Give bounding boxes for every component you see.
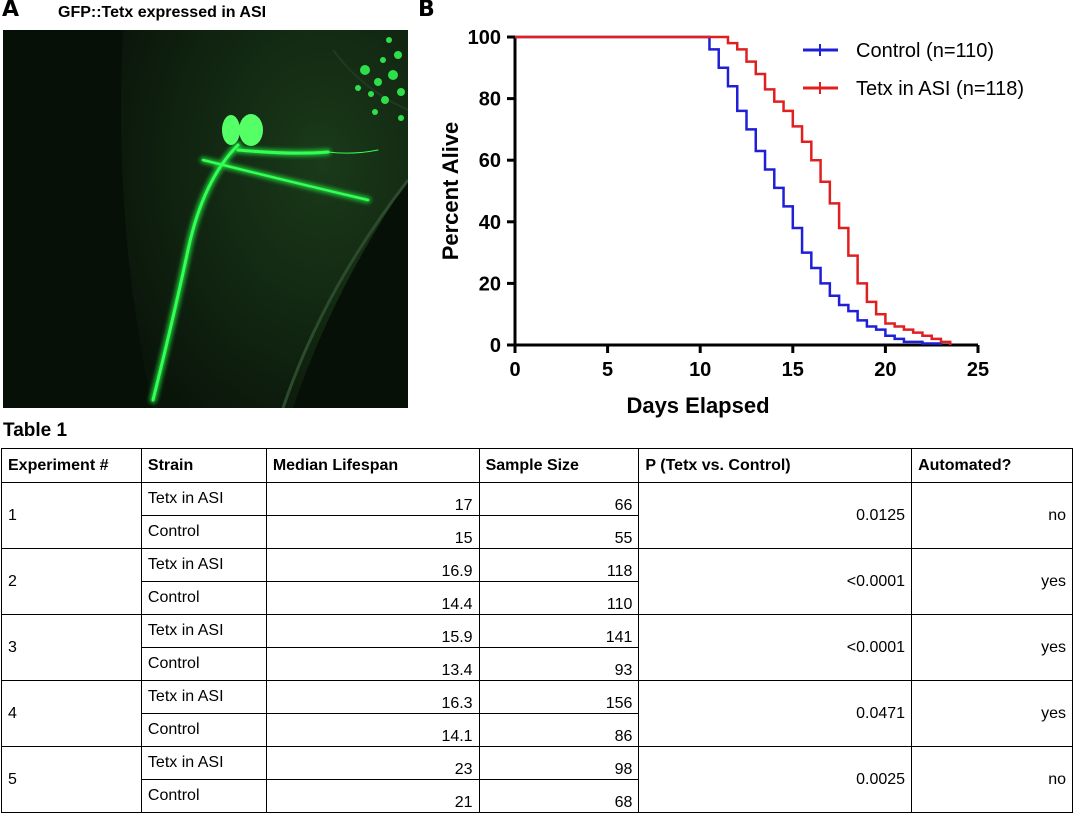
survival-line-tetx — [515, 35, 952, 345]
cell-sample-size: 86 — [478, 713, 640, 747]
header-automated: Automated? — [911, 448, 1073, 483]
header-median-lifespan: Median Lifespan — [265, 448, 480, 483]
cell-median-lifespan: 14.4 — [265, 581, 480, 615]
asi-neuron-processes — [151, 143, 379, 402]
cell-automated: yes — [911, 548, 1073, 615]
legend-label-tetx: Tetx in ASI (n=118) — [856, 78, 1024, 100]
chart-axes: 0 5 10 15 20 25 0 20 40 60 80 100 — [468, 27, 990, 381]
cell-experiment-id: 3 — [1, 614, 142, 681]
cell-strain: Control — [140, 713, 267, 747]
cell-p-value: <0.0001 — [638, 614, 913, 681]
cell-experiment-id: 1 — [1, 482, 142, 549]
cell-strain: Control — [140, 581, 267, 615]
chart-series — [515, 35, 952, 345]
table-header-row: Experiment # Strain Median Lifespan Samp… — [1, 448, 1073, 483]
micrograph-drawing — [3, 30, 408, 408]
x-tick-label: 15 — [782, 359, 804, 381]
cell-median-lifespan: 16.3 — [265, 680, 480, 714]
table-row: 1 Tetx in ASI 17 66 0.0125 no — [1, 482, 1073, 549]
x-tick-label: 10 — [689, 359, 711, 381]
cell-sample-size: 110 — [478, 581, 640, 615]
cell-sample-size: 118 — [478, 548, 640, 582]
cell-sample-size: 66 — [478, 482, 640, 516]
cell-automated: no — [911, 482, 1073, 549]
y-tick-label: 20 — [479, 273, 501, 295]
cell-strain: Tetx in ASI — [140, 680, 267, 714]
y-axis-label: Percent Alive — [438, 122, 463, 261]
cell-sample-size: 55 — [478, 515, 640, 549]
chart-legend: Control (n=110) Tetx in ASI (n=118) — [803, 40, 1024, 100]
cell-sample-size: 93 — [478, 647, 640, 681]
survival-line-control — [515, 35, 943, 345]
table-row: 4 Tetx in ASI 16.3 156 0.0471 yes — [1, 680, 1073, 747]
cell-experiment-id: 4 — [1, 680, 142, 747]
panel-b-letter: B — [418, 0, 435, 22]
header-sample-size: Sample Size — [478, 448, 640, 483]
y-tick-label: 40 — [479, 212, 501, 234]
x-tick-label: 0 — [509, 359, 520, 381]
cell-median-lifespan: 15.9 — [265, 614, 480, 648]
y-tick-label: 0 — [490, 335, 501, 357]
cell-median-lifespan: 13.4 — [265, 647, 480, 681]
y-tick-label: 100 — [468, 27, 501, 49]
header-strain: Strain — [140, 448, 267, 483]
header-p-value: P (Tetx vs. Control) — [638, 448, 913, 483]
cell-experiment-id: 2 — [1, 548, 142, 615]
cell-automated: yes — [911, 680, 1073, 747]
cell-p-value: 0.0125 — [638, 482, 913, 549]
cell-automated: no — [911, 746, 1073, 813]
table-row: Control 21 68 — [2, 779, 1073, 813]
cell-sample-size: 68 — [478, 779, 640, 813]
cell-median-lifespan: 17 — [265, 482, 480, 516]
gfp-micrograph — [3, 30, 408, 408]
x-tick-label: 20 — [874, 359, 896, 381]
cell-automated: yes — [911, 614, 1073, 681]
cell-strain: Control — [140, 647, 267, 681]
table-row: 2 Tetx in ASI 16.9 118 <0.0001 yes — [1, 548, 1073, 615]
legend-label-control: Control (n=110) — [856, 40, 994, 62]
x-axis-label: Days Elapsed — [626, 393, 769, 418]
table-row: 5 Tetx in ASI 23 98 0.0025 no — [1, 746, 1073, 813]
cell-strain: Control — [140, 779, 267, 813]
cell-median-lifespan: 23 — [265, 746, 480, 780]
cell-strain: Control — [140, 515, 267, 549]
cell-p-value: 0.0025 — [638, 746, 913, 813]
cuticle-edge — [281, 179, 408, 408]
y-tick-label: 60 — [479, 150, 501, 172]
x-tick-label: 25 — [967, 359, 989, 381]
cell-experiment-id: 5 — [1, 746, 142, 813]
cell-sample-size: 141 — [478, 614, 640, 648]
survival-chart: 0 5 10 15 20 25 0 20 40 60 80 100 Control (n=110) Te… — [438, 27, 1024, 418]
cell-p-value: 0.0471 — [638, 680, 913, 747]
cell-median-lifespan: 21 — [265, 779, 480, 813]
table-row: 3 Tetx in ASI 15.9 141 <0.0001 yes — [1, 614, 1073, 681]
table-title: Table 1 — [3, 420, 68, 441]
cell-strain: Tetx in ASI — [140, 482, 267, 516]
lifespan-table: Experiment # Strain Median Lifespan Samp… — [1, 448, 1073, 813]
table-row: Control 13.4 93 — [2, 647, 1073, 681]
cell-median-lifespan: 15 — [265, 515, 480, 549]
cell-median-lifespan: 16.9 — [265, 548, 480, 582]
panel-a-letter: A — [2, 0, 20, 22]
x-tick-label: 5 — [602, 359, 613, 381]
header-experiment: Experiment # — [1, 448, 142, 483]
cell-median-lifespan: 14.1 — [265, 713, 480, 747]
micrograph-title: GFP::Tetx expressed in ASI — [58, 4, 267, 21]
asi-cell-bodies — [222, 114, 263, 146]
cell-strain: Tetx in ASI — [140, 746, 267, 780]
cell-p-value: <0.0001 — [638, 548, 913, 615]
cell-strain: Tetx in ASI — [140, 548, 267, 582]
cell-sample-size: 98 — [478, 746, 640, 780]
table-row: Control 15 55 — [2, 515, 1073, 549]
cell-sample-size: 156 — [478, 680, 640, 714]
y-tick-label: 80 — [479, 89, 501, 111]
worm-body — [121, 30, 408, 408]
gut-granules — [355, 37, 405, 121]
cell-strain: Tetx in ASI — [140, 614, 267, 648]
